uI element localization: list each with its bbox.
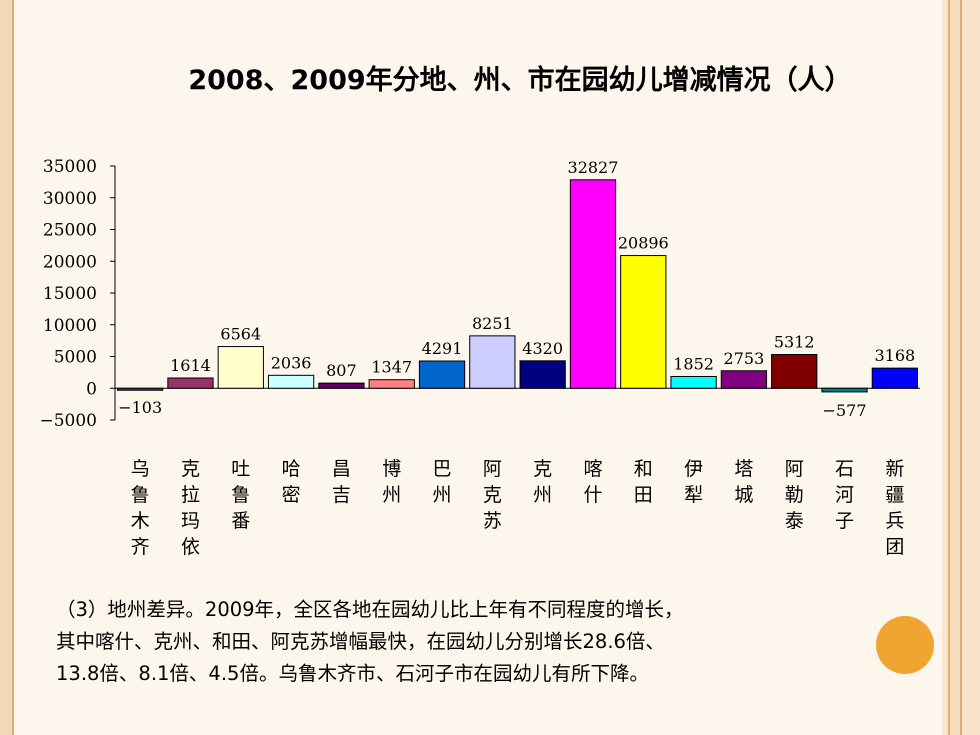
category-label: 吐鲁番 [231, 458, 250, 532]
y-tick-label: 25000 [43, 221, 97, 241]
category-label: 阿勒泰 [785, 458, 804, 532]
bar [569, 179, 617, 389]
y-tick-label: 15000 [43, 284, 97, 304]
data-label: −103 [118, 398, 162, 417]
category-label: 新疆兵团 [885, 458, 904, 558]
data-label: 5312 [774, 333, 815, 352]
bar [418, 360, 466, 389]
chart-axes: 35000 30000 25000 20000 15000 10000 5000 0 −5000 [39, 157, 920, 431]
y-tick-label: 30000 [43, 189, 97, 209]
data-label: 8251 [472, 314, 513, 333]
bar [167, 377, 214, 389]
category-label: 乌鲁木齐 [131, 458, 150, 558]
bar [519, 360, 566, 389]
body-line-1: （3）地州差异。2009年，全区各地在园幼儿比上年有不同程度的增长， [56, 598, 684, 621]
category-label: 伊犁 [684, 458, 703, 506]
y-tick-label: 20000 [43, 252, 97, 272]
data-label: 2753 [724, 349, 765, 368]
data-label: 6564 [220, 325, 261, 344]
data-label: 1852 [673, 354, 714, 373]
bar [871, 367, 918, 389]
slide-border-left-line [12, 0, 14, 735]
data-label: 4291 [422, 339, 463, 358]
category-label: 和田 [634, 458, 653, 506]
bar [267, 374, 315, 389]
data-label: 20896 [618, 234, 669, 253]
bar [368, 379, 415, 389]
category-label: 阿克苏 [483, 458, 502, 532]
body-line-3: 13.8倍、8.1倍、4.5倍。乌鲁木齐市、石河子市在园幼儿有所下降。 [56, 662, 649, 685]
category-label: 克拉玛依 [181, 458, 200, 558]
bar [771, 354, 818, 389]
decorative-circle [876, 616, 934, 674]
chart-title: 2008、2009年分地、州、市在园幼儿增减情况（人） [188, 65, 852, 96]
category-label: 喀什 [583, 458, 602, 506]
bar-chart: 35000 30000 25000 20000 15000 10000 5000 0 −5000… [39, 157, 920, 558]
body-line-2: 其中喀什、克州、和田、阿克苏增幅最快，在园幼儿分别增长28.6倍、 [56, 630, 665, 653]
slide-border-left [0, 0, 14, 735]
data-label: 1614 [170, 356, 211, 375]
y-tick-label: 5000 [54, 348, 97, 368]
y-tick-label: 35000 [43, 157, 97, 177]
category-label: 巴州 [433, 458, 452, 506]
data-label: 3168 [874, 346, 915, 365]
data-label: 2036 [271, 353, 312, 372]
y-tick-label: −5000 [39, 411, 97, 431]
category-label: 哈密 [282, 458, 301, 506]
bar [217, 346, 264, 389]
bar [117, 387, 164, 391]
data-label: 4320 [522, 339, 563, 358]
category-label: 博州 [382, 458, 401, 506]
chart-bars [117, 179, 918, 393]
category-label: 石河子 [835, 458, 854, 532]
y-tick-label: 10000 [43, 316, 97, 336]
category-label: 塔城 [734, 458, 753, 506]
bar [318, 382, 365, 389]
slide-border-right [942, 0, 980, 735]
data-label: 32827 [568, 158, 619, 177]
category-label: 克州 [533, 458, 552, 506]
data-label: −577 [823, 401, 867, 420]
category-label: 昌吉 [332, 458, 351, 506]
data-label: 807 [326, 361, 357, 380]
bar [620, 255, 667, 389]
bar [670, 375, 717, 389]
y-tick-label: 0 [86, 379, 97, 399]
body-text: （3）地州差异。2009年，全区各地在园幼儿比上年有不同程度的增长， 其中喀什、… [56, 594, 936, 690]
chart-data-labels: −103 1614 6564 2036 807 1347 4291 8251 4320 32827… [118, 158, 915, 420]
bar [720, 370, 768, 389]
bar [469, 335, 516, 389]
data-label: 1347 [371, 358, 412, 377]
bar [821, 387, 868, 393]
